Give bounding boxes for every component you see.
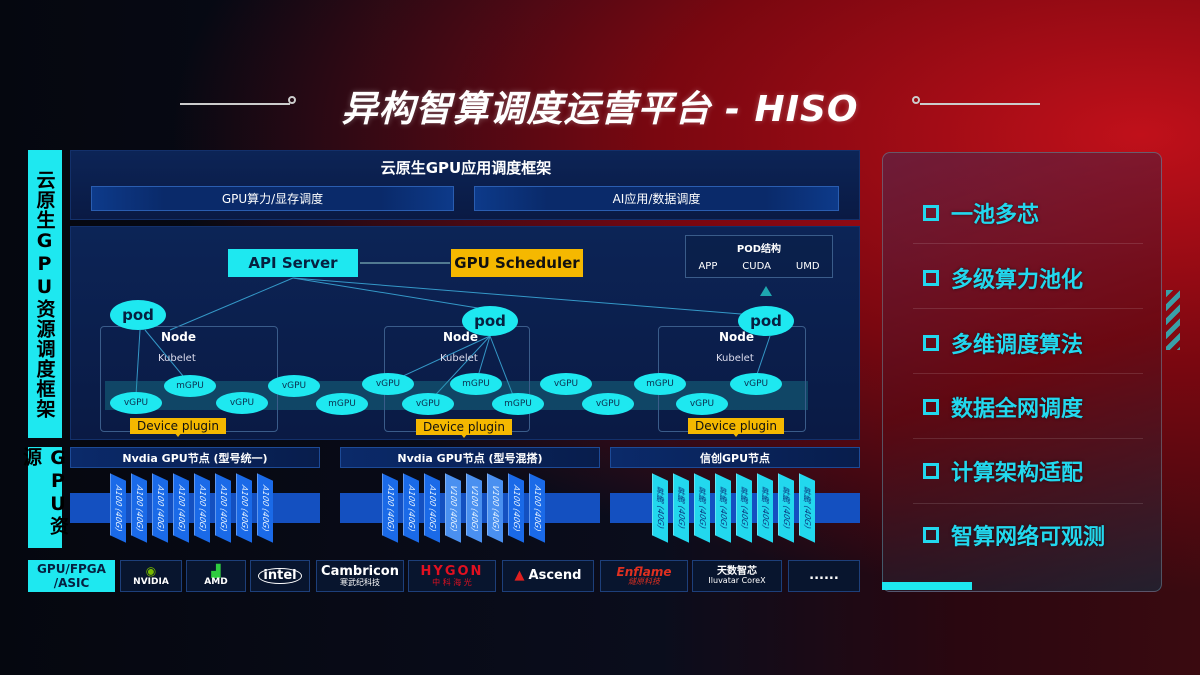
gpu-card: V100 (40G)	[445, 473, 461, 543]
panel-accent-bar	[882, 582, 972, 590]
gpu-ellipse: mGPU	[492, 393, 544, 415]
checkbox-icon	[923, 335, 939, 351]
feature-item: 多级算力池化	[923, 262, 1083, 294]
api-server-box: API Server	[228, 249, 358, 277]
device-plugin-1: Device plugin	[130, 418, 226, 437]
hardware-label: GPU/FPGA /ASIC	[28, 560, 115, 592]
gpu-card: 昇腾 (40G)	[694, 473, 710, 543]
gpu-card: 昇腾 (40G)	[778, 473, 794, 543]
gpu-compute-scheduling: GPU算力/显存调度	[91, 186, 454, 211]
kubelet-label: Kubelet	[716, 353, 754, 364]
device-plugin-2: Device plugin	[416, 419, 512, 438]
gpu-card: A100 (40G)	[382, 473, 398, 543]
gpu-card: A100 (40G)	[215, 473, 231, 543]
pod-2: pod	[462, 306, 518, 336]
gpu-node-header: 信创GPU节点	[610, 447, 860, 468]
framework-label: 云原生GPU资源调度框架	[28, 150, 62, 438]
feature-panel: 一池多芯 多级算力池化 多维调度算法 数据全网调度 计算架构适配 智算网络可观测	[882, 152, 1162, 592]
pod-structure-title: POD结构	[736, 244, 782, 255]
ai-data-scheduling: AI应用/数据调度	[474, 186, 839, 211]
feature-item: 一池多芯	[923, 197, 1039, 229]
gpu-ellipse: vGPU	[402, 393, 454, 415]
checkbox-icon	[923, 399, 939, 415]
gpu-scheduler-box: GPU Scheduler	[451, 249, 583, 277]
gpu-card: 昇腾 (40G)	[757, 473, 773, 543]
pod-1: pod	[110, 300, 166, 330]
device-plugin-3: Device plugin	[688, 418, 784, 437]
gpu-ellipse: mGPU	[634, 373, 686, 395]
iluvatar-logo: 天数智芯 Iluvatar CoreX	[692, 560, 782, 592]
gpu-ellipse: mGPU	[316, 393, 368, 415]
gpu-card: 昇腾 (40G)	[673, 473, 689, 543]
kubelet-label: Kubelet	[440, 353, 478, 364]
feature-item: 计算架构适配	[923, 455, 1083, 487]
enflame-logo: Enflame 燧原科技	[600, 560, 688, 592]
pod-structure-box: POD结构 APP CUDA UMD	[685, 235, 833, 278]
nvidia-logo: ◉ NVIDIA	[120, 560, 182, 592]
gpu-card: A100 (40G)	[110, 473, 126, 543]
intel-logo: intel	[250, 560, 310, 592]
gpu-card: A100 (40G)	[152, 473, 168, 543]
title-decoration-dot	[288, 96, 296, 104]
more-vendors: ......	[788, 560, 860, 592]
pod-structure-cuda: CUDA	[742, 261, 771, 272]
hygon-logo: HYGON 中 科 海 光	[408, 560, 496, 592]
gpu-card: A100 (40G)	[508, 473, 524, 543]
title-decoration-dot	[912, 96, 920, 104]
gpu-ellipse: vGPU	[676, 393, 728, 415]
gpu-card: A100 (40G)	[403, 473, 419, 543]
title-decoration-left	[180, 103, 290, 105]
pod-3: pod	[738, 306, 794, 336]
pod-structure-umd: UMD	[795, 261, 820, 272]
gpu-card: 昇腾 (40G)	[799, 473, 815, 543]
amd-logo: ▟ AMD	[186, 560, 246, 592]
gpu-ellipse: mGPU	[164, 375, 216, 397]
node-label: Node	[161, 330, 197, 344]
gpu-ellipse: vGPU	[362, 373, 414, 395]
gpu-card: 昇腾 (40G)	[715, 473, 731, 543]
top-panel: 云原生GPU应用调度框架 GPU算力/显存调度 AI应用/数据调度	[70, 150, 860, 220]
gpu-card: A100 (40G)	[236, 473, 252, 543]
feature-item: 数据全网调度	[923, 391, 1083, 423]
gpu-card: V100 (40G)	[466, 473, 482, 543]
title-decoration-right	[920, 103, 1040, 105]
gpu-card: A100 (40G)	[194, 473, 210, 543]
node-label: Node	[719, 330, 755, 344]
gpu-card: A100 (40G)	[529, 473, 545, 543]
gpu-ellipse: mGPU	[450, 373, 502, 395]
top-panel-title: 云原生GPU应用调度框架	[380, 159, 552, 177]
resources-label: GPU资源	[20, 447, 69, 548]
gpu-card: A100 (40G)	[173, 473, 189, 543]
gpu-node-base	[610, 493, 860, 523]
kubelet-label: Kubelet	[158, 353, 196, 364]
gpu-node-header: Nvdia GPU节点 (型号混搭)	[340, 447, 600, 468]
gpu-node-header: Nvdia GPU节点 (型号统一)	[70, 447, 320, 468]
checkbox-icon	[923, 463, 939, 479]
gpu-ellipse: vGPU	[582, 393, 634, 415]
gpu-ellipse: vGPU	[540, 373, 592, 395]
node-label: Node	[443, 330, 479, 344]
gpu-card: 昇腾 (40G)	[652, 473, 668, 543]
cambricon-logo: Cambricon 寒武纪科技	[316, 560, 404, 592]
gpu-card: V100 (40G)	[487, 473, 503, 543]
feature-item: 多维调度算法	[923, 327, 1083, 359]
checkbox-icon	[923, 270, 939, 286]
gpu-ellipse: vGPU	[216, 392, 268, 414]
gpu-card: A100 (40G)	[257, 473, 273, 543]
panel-stripes	[1166, 290, 1180, 350]
ascend-logo: ▲ Ascend	[502, 560, 594, 592]
checkbox-icon	[923, 205, 939, 221]
gpu-card: A100 (40G)	[131, 473, 147, 543]
gpu-ellipse: vGPU	[268, 375, 320, 397]
checkbox-icon	[923, 527, 939, 543]
page-title: 异构智算调度运营平台 - HISO	[341, 89, 859, 130]
gpu-card: 昇腾 (40G)	[736, 473, 752, 543]
gpu-card: A100 (40G)	[424, 473, 440, 543]
pod-structure-app: APP	[698, 261, 718, 272]
gpu-ellipse: vGPU	[730, 373, 782, 395]
feature-item: 智算网络可观测	[923, 519, 1105, 551]
gpu-ellipse: vGPU	[110, 392, 162, 414]
